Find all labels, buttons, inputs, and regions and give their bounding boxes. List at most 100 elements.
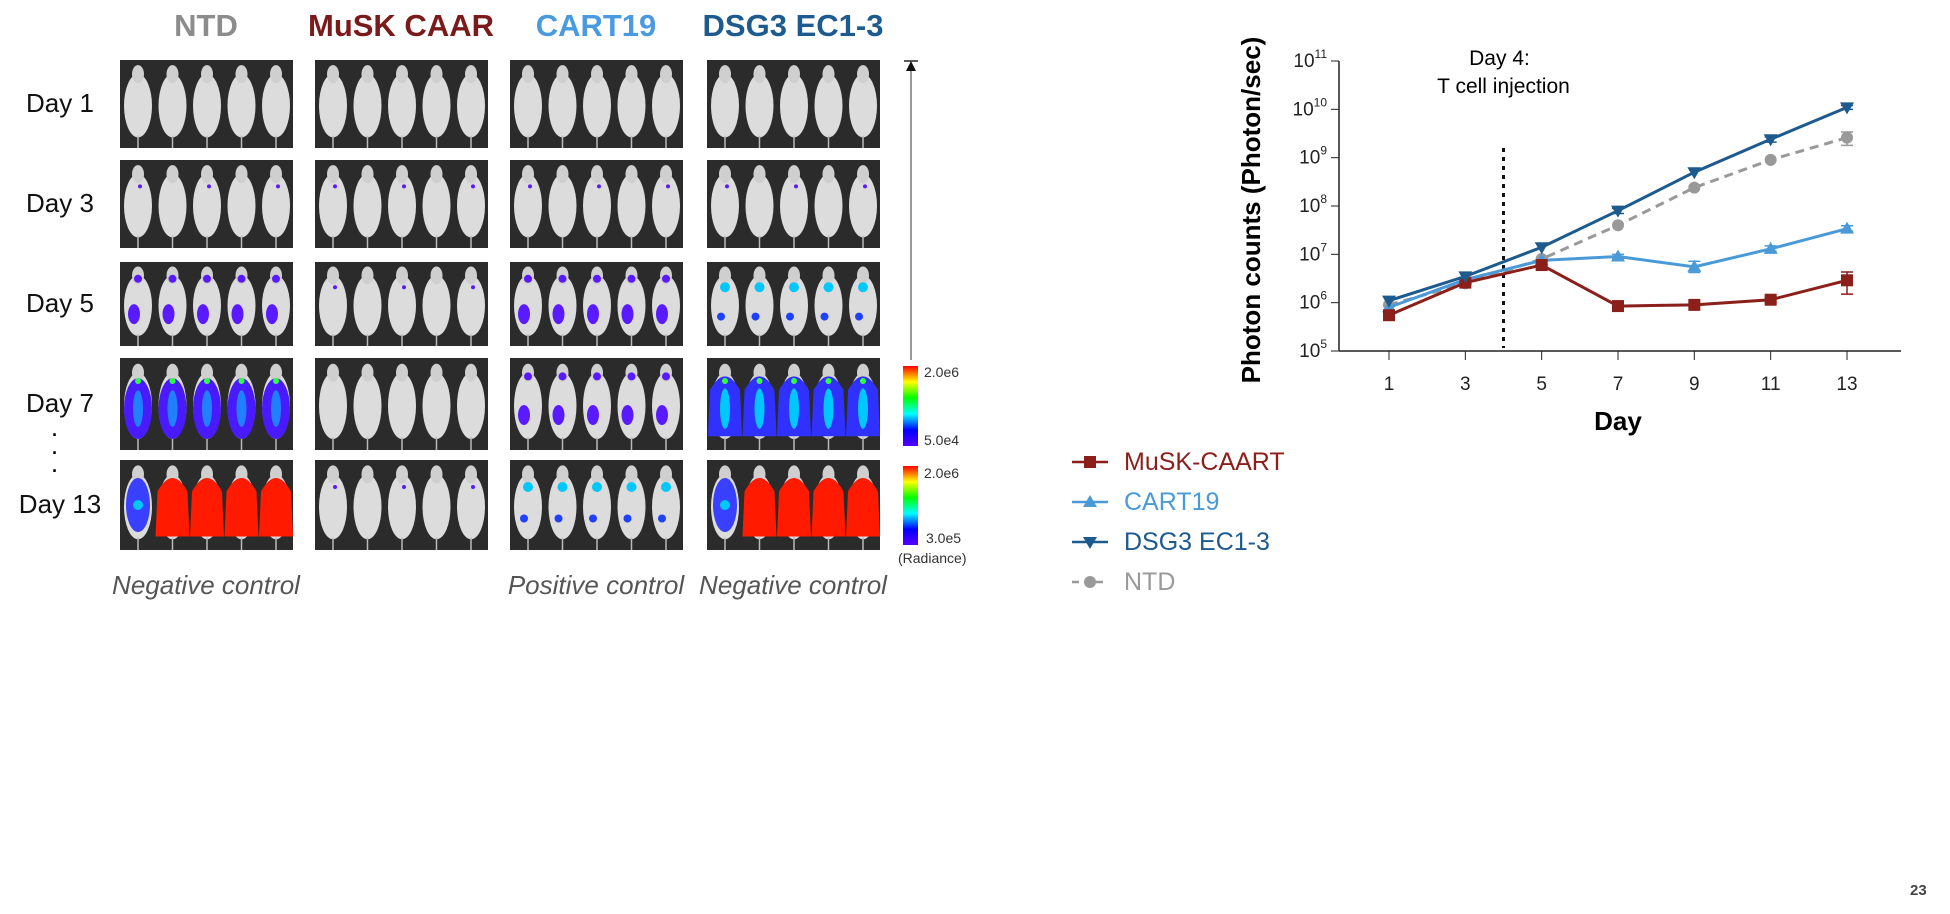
mouse [846,465,880,550]
mouse [319,363,347,450]
mouse [514,266,542,346]
mouse [457,165,485,248]
legend-marker-shape [1084,576,1096,588]
mouse [814,65,843,148]
page-number: 23 [1910,882,1927,899]
mouse [583,363,611,450]
mouse [617,363,646,450]
series-line [1388,227,1848,309]
mouse [158,363,187,450]
x-tick-label: 11 [1761,374,1781,395]
colorbar-min: 3.0e5 [926,530,962,546]
mouse [777,363,811,450]
mouse [353,266,382,346]
mouse [193,165,221,248]
column-header: MuSK CAAR [308,8,494,43]
x-tick-label: 13 [1836,374,1857,395]
mouse-image-panel [707,160,880,248]
legend-marker-shape [1084,456,1096,468]
y-tick-label: 1010 [1293,95,1328,120]
mouse [422,363,451,450]
mouse [227,165,256,248]
colorbar-max: 2.0e6 [924,364,960,380]
mouse [814,165,843,248]
mouse [846,363,880,450]
mouse [811,363,846,450]
mouse [422,165,451,248]
mouse [227,363,256,450]
data-point [1764,153,1777,166]
mouse [745,266,774,346]
data-point [1763,241,1778,254]
mouse-image-panel [315,60,488,148]
mouse [780,165,808,248]
y-tick-label: 108 [1299,192,1327,217]
mouse [262,65,290,148]
mouse [457,266,485,346]
mouse [777,465,811,550]
mouse [514,65,542,148]
mouse [548,266,577,346]
data-point [1687,167,1702,180]
data-point [1383,309,1395,322]
mouse [849,266,877,346]
mouse [742,363,777,450]
data-point [1534,242,1549,255]
mouse [711,165,739,248]
legend-label: DSG3 EC1-3 [1124,527,1270,556]
data-point [1763,134,1778,147]
mouse [514,165,542,248]
mouse [388,465,416,550]
day-label: Day 3 [26,188,94,218]
mouse [124,266,152,346]
colorbar-min: 5.0e4 [924,432,960,448]
mouse [158,165,187,248]
legend-item: CART19 [1070,487,1219,517]
x-tick-label: 7 [1613,374,1624,395]
mouse [617,465,646,550]
series-line [1388,105,1848,303]
data-point [1840,221,1854,234]
mouse-image-panel [315,460,488,550]
x-axis-label: Day [1594,406,1642,436]
mouse [262,266,290,346]
y-tick-label: 105 [1299,337,1327,362]
mouse [388,165,416,248]
mouse-image-panel [120,262,293,346]
mouse [124,165,152,248]
legend-label: MuSK-CAART [1124,447,1285,476]
x-tick-label: 5 [1536,374,1547,395]
legend-marker [1072,456,1108,468]
mouse-image-panel [510,160,683,248]
data-point [1611,249,1625,262]
mouse [422,266,451,346]
mouse-image-panel [120,160,293,248]
mouse [388,266,416,346]
data-point [1687,259,1702,272]
x-tick-label: 1 [1384,374,1395,395]
colorbar-unit: (Radiance) [898,550,967,566]
mouse [745,65,774,148]
mouse [780,266,808,346]
mouse [319,465,347,550]
mouse [583,165,611,248]
mouse [548,165,577,248]
mouse-image-panel [315,160,488,248]
mouse-image-panel [707,60,880,148]
legend-marker [1072,495,1108,507]
mouse-image-panel [120,358,293,450]
mouse [193,363,221,450]
ellipsis-dot: · [52,425,58,445]
mouse [514,363,542,450]
mouse [711,465,739,550]
colorbar-day13 [903,466,918,545]
data-point [1535,259,1548,272]
mouse [548,65,577,148]
mouse [711,65,739,148]
mouse [124,465,152,550]
mouse [652,363,680,450]
data-point [1611,205,1625,218]
mouse [319,266,347,346]
mouse [422,65,451,148]
